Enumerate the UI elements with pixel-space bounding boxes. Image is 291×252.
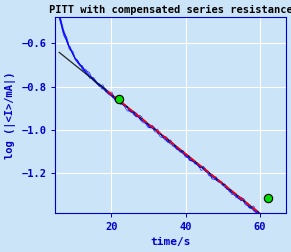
Y-axis label: log (|<I>/mA|): log (|<I>/mA|) [5, 71, 16, 159]
Title: PITT with compensated series resistance: PITT with compensated series resistance [49, 5, 291, 15]
X-axis label: time/s: time/s [150, 237, 191, 247]
